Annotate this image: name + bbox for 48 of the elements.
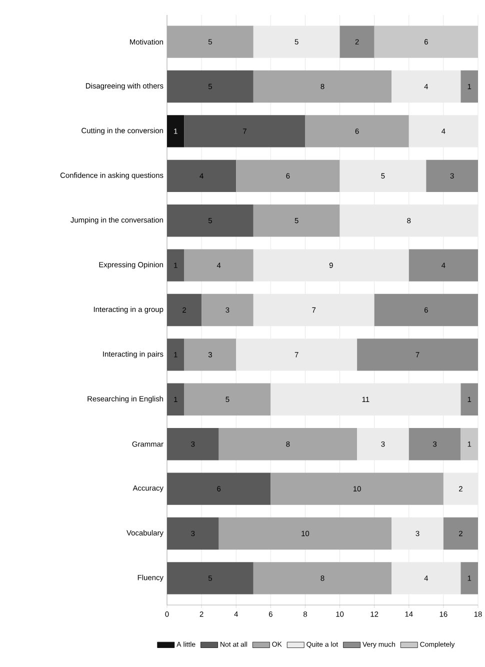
bar xyxy=(270,383,461,416)
bar xyxy=(167,294,202,326)
bar xyxy=(167,472,271,505)
bar xyxy=(392,517,444,550)
bar xyxy=(167,26,254,58)
bar xyxy=(167,517,219,550)
bar xyxy=(202,294,254,326)
bar xyxy=(167,70,254,103)
bar xyxy=(305,115,409,148)
bar xyxy=(167,249,184,282)
bar xyxy=(392,70,461,103)
bar xyxy=(408,428,461,460)
bar xyxy=(167,428,219,460)
bar xyxy=(236,338,358,371)
bar xyxy=(460,383,478,416)
bar xyxy=(218,428,358,460)
bar xyxy=(340,26,374,58)
bar xyxy=(253,294,374,326)
bar xyxy=(184,249,254,282)
bar xyxy=(253,70,392,103)
bar xyxy=(184,383,271,416)
bar xyxy=(167,562,254,594)
bar xyxy=(253,249,409,282)
bar xyxy=(167,383,184,416)
bar xyxy=(218,517,392,550)
bar xyxy=(357,338,478,371)
bar xyxy=(460,428,478,460)
bar xyxy=(167,338,184,371)
bar xyxy=(460,562,478,594)
bar xyxy=(374,294,478,326)
bar xyxy=(253,26,340,58)
bar xyxy=(270,472,444,505)
bar xyxy=(167,160,236,192)
bar xyxy=(460,70,478,103)
bar xyxy=(443,517,478,550)
bar xyxy=(236,160,340,192)
bar xyxy=(253,562,392,594)
bar xyxy=(392,562,461,594)
bar xyxy=(167,115,184,148)
bar xyxy=(357,428,409,460)
bar xyxy=(408,249,478,282)
bar xyxy=(184,338,236,371)
bar xyxy=(253,204,340,237)
bar xyxy=(340,160,426,192)
bar xyxy=(426,160,478,192)
bar xyxy=(184,115,306,148)
bar xyxy=(167,204,254,237)
bar xyxy=(374,26,478,58)
